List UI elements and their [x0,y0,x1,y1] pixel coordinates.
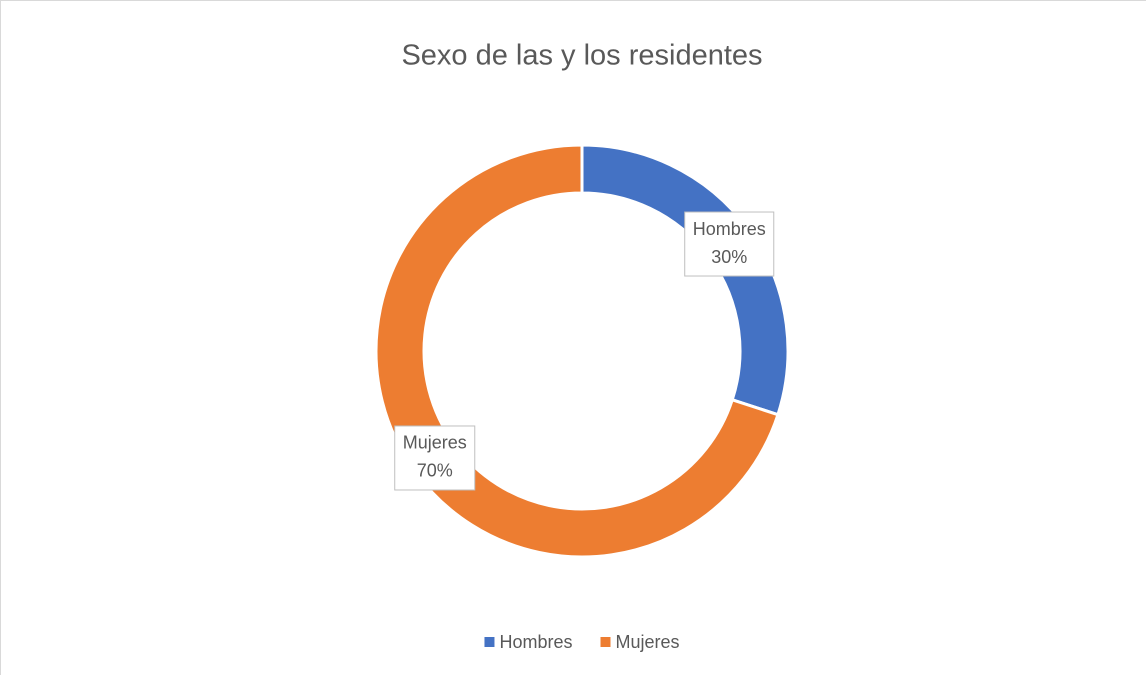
data-label-name: Hombres [693,219,766,239]
data-label: Mujeres 70% [395,426,475,490]
data-label-value: 70% [417,461,453,481]
data-label-name: Mujeres [403,433,467,453]
data-label-value: 30% [711,247,747,267]
legend-label: Mujeres [616,632,680,652]
legend-label: Hombres [499,632,572,652]
chart-title: Sexo de las y los residentes [401,40,762,72]
legend-swatch [484,637,494,647]
data-label: Hombres 30% [685,212,774,276]
legend-swatch [601,637,611,647]
